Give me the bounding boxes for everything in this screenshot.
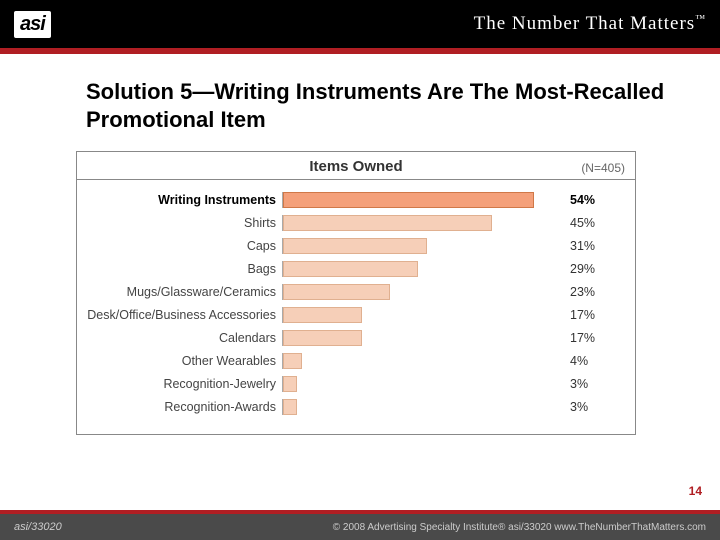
chart-bar [283, 261, 418, 277]
chart-bar [283, 215, 492, 231]
chart-row-label: Bags [87, 262, 282, 276]
chart-row-label: Calendars [87, 331, 282, 345]
chart-row: Other Wearables 4% [87, 351, 625, 371]
tagline-tm: ™ [695, 14, 706, 25]
chart-header: Items Owned (N=405) [77, 152, 635, 180]
chart-row: Recognition-Jewelry 3% [87, 374, 625, 394]
chart-row: Caps 31% [87, 236, 625, 256]
chart-bar-track [282, 330, 562, 346]
chart-row: Shirts 45% [87, 213, 625, 233]
chart-bar-track [282, 238, 562, 254]
chart-row: Recognition-Awards 3% [87, 397, 625, 417]
chart-bar-track [282, 399, 562, 415]
chart-row-label: Shirts [87, 216, 282, 230]
chart-row-value: 17% [562, 331, 612, 345]
content-area: Solution 5—Writing Instruments Are The M… [0, 54, 720, 435]
chart-row-label: Mugs/Glassware/Ceramics [87, 285, 282, 299]
chart-bar-track [282, 261, 562, 277]
chart-bar [283, 307, 362, 323]
chart-row-value: 54% [562, 193, 612, 207]
chart-row-label: Recognition-Jewelry [87, 377, 282, 391]
chart-row-value: 3% [562, 400, 612, 414]
chart-bar-track [282, 284, 562, 300]
chart-row-label: Writing Instruments [87, 193, 282, 207]
asi-logo: asi [14, 11, 51, 38]
chart-row: Mugs/Glassware/Ceramics 23% [87, 282, 625, 302]
chart-row-label: Desk/Office/Business Accessories [87, 308, 282, 322]
chart-row-value: 45% [562, 216, 612, 230]
chart-bar [283, 284, 390, 300]
chart-row: Calendars 17% [87, 328, 625, 348]
chart-row: Writing Instruments 54% [87, 190, 625, 210]
chart-row-label: Caps [87, 239, 282, 253]
chart-row-label: Other Wearables [87, 354, 282, 368]
chart-bar-track [282, 215, 562, 231]
chart-row-value: 23% [562, 285, 612, 299]
page-number: 14 [689, 484, 702, 498]
chart-bar [283, 353, 302, 369]
chart-bar [283, 330, 362, 346]
chart-bar [283, 238, 427, 254]
chart-row-value: 17% [562, 308, 612, 322]
footer-left: asi/33020 [14, 521, 62, 533]
chart-sample-size: (N=405) [581, 161, 625, 175]
chart-row: Desk/Office/Business Accessories 17% [87, 305, 625, 325]
chart-bar [283, 399, 297, 415]
slide-title: Solution 5—Writing Instruments Are The M… [86, 78, 670, 133]
chart-bar-track [282, 307, 562, 323]
tagline-text: The Number That Matters [474, 13, 696, 34]
chart-row-value: 4% [562, 354, 612, 368]
header-tagline: The Number That Matters™ [474, 13, 706, 35]
chart-row: Bags 29% [87, 259, 625, 279]
footer-right: © 2008 Advertising Specialty Institute® … [333, 522, 706, 533]
chart-bar-track [282, 353, 562, 369]
chart-bar [283, 376, 297, 392]
chart-row-label: Recognition-Awards [87, 400, 282, 414]
chart-body: Writing Instruments 54% Shirts 45% Caps 31% Ba… [77, 180, 635, 434]
footer-bar: asi/33020 © 2008 Advertising Specialty I… [0, 510, 720, 540]
header-bar: asi The Number That Matters™ [0, 0, 720, 48]
chart-row-value: 29% [562, 262, 612, 276]
chart-row-value: 31% [562, 239, 612, 253]
chart-bar-track [282, 192, 562, 208]
chart-bar [283, 192, 534, 208]
chart-title: Items Owned [87, 158, 625, 175]
chart-row-value: 3% [562, 377, 612, 391]
items-owned-chart: Items Owned (N=405) Writing Instruments 5… [76, 151, 636, 435]
chart-bar-track [282, 376, 562, 392]
